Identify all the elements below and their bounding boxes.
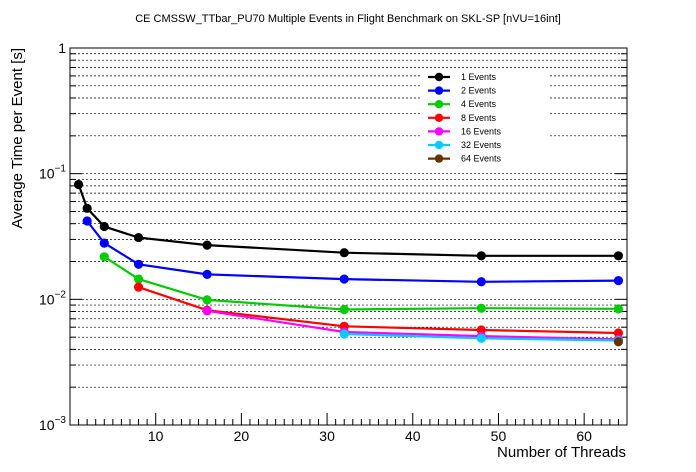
data-point xyxy=(613,304,624,314)
legend-entry: 4 Events xyxy=(428,99,497,109)
series-64-events xyxy=(613,337,624,347)
series-line xyxy=(86,220,619,283)
x-axis-label: Number of Threads xyxy=(497,444,626,461)
data-point xyxy=(613,275,624,286)
series-4-events xyxy=(99,252,624,315)
legend-label: 4 Events xyxy=(461,99,497,109)
legend-marker xyxy=(434,154,444,163)
data-point xyxy=(133,232,144,243)
data-point xyxy=(202,240,212,250)
data-point xyxy=(133,259,144,269)
legend-marker xyxy=(434,113,444,123)
x-tick-label: 20 xyxy=(234,428,250,444)
data-point xyxy=(613,251,624,261)
y-tick-label: 10−3 xyxy=(39,415,66,433)
data-point xyxy=(613,328,624,338)
y-tick-label: 10−1 xyxy=(39,164,66,182)
axis-ticks xyxy=(70,53,628,425)
legend-entry: 16 Events xyxy=(428,126,502,136)
legend-label: 32 Events xyxy=(461,140,502,150)
y-axis-label: Average Time per Event [s] xyxy=(9,48,26,229)
data-point xyxy=(476,251,486,261)
data-point xyxy=(339,329,349,339)
data-point xyxy=(476,277,486,287)
data-point xyxy=(82,216,92,226)
legend-marker xyxy=(434,100,444,109)
data-point xyxy=(133,274,144,284)
legend: 1 Events 2 Events 4 Events 8 Events 16 Event… xyxy=(428,72,502,164)
legend-marker xyxy=(434,140,444,150)
data-point xyxy=(73,179,84,190)
x-tick-labels: 10 20 30 40 50 60 xyxy=(148,428,592,444)
data-point xyxy=(202,306,212,316)
legend-marker xyxy=(434,127,444,136)
legend-entry: 8 Events xyxy=(428,113,497,123)
legend-label: 8 Events xyxy=(461,113,497,123)
data-point xyxy=(202,295,212,305)
legend-marker xyxy=(434,86,444,95)
data-point xyxy=(339,274,349,284)
legend-entry: 1 Events xyxy=(428,72,497,82)
y-tick-label: 1 xyxy=(58,40,66,56)
legend-label: 1 Events xyxy=(461,72,497,82)
data-point xyxy=(476,333,486,343)
data-point xyxy=(99,221,109,232)
series-group xyxy=(73,179,624,347)
legend-label: 2 Events xyxy=(461,86,497,96)
legend-label: 16 Events xyxy=(461,126,502,136)
x-tick-label: 40 xyxy=(405,428,421,444)
legend-entry: 64 Events xyxy=(428,154,502,164)
legend-entry: 2 Events xyxy=(428,86,497,96)
series-line xyxy=(206,309,619,341)
x-tick-label: 30 xyxy=(319,428,335,444)
series-line xyxy=(77,184,619,257)
plot-frame xyxy=(69,47,628,426)
y-tick-labels: 10−3 10−2 10−1 1 xyxy=(39,40,66,433)
data-point xyxy=(476,303,486,313)
series-1-events xyxy=(73,179,624,261)
data-point xyxy=(133,282,144,292)
series-line xyxy=(103,255,619,311)
data-point xyxy=(99,238,109,248)
x-tick-label: 10 xyxy=(148,428,164,444)
data-point xyxy=(202,269,212,279)
chart-title: CE CMSSW_TTbar_PU70 Multiple Events in F… xyxy=(135,13,561,25)
data-point xyxy=(613,337,624,347)
x-tick-label: 50 xyxy=(491,428,507,444)
y-tick-label: 10−2 xyxy=(39,289,66,307)
series-2-events xyxy=(82,216,624,287)
data-point xyxy=(82,203,92,213)
data-point xyxy=(99,252,109,262)
series-16-events xyxy=(202,306,624,344)
data-point xyxy=(339,248,349,258)
legend-label: 64 Events xyxy=(461,154,502,164)
data-point xyxy=(339,304,349,315)
series-32-events xyxy=(339,329,624,346)
legend-marker xyxy=(434,72,444,82)
legend-entry: 32 Events xyxy=(428,140,502,150)
x-tick-label: 60 xyxy=(576,428,592,444)
